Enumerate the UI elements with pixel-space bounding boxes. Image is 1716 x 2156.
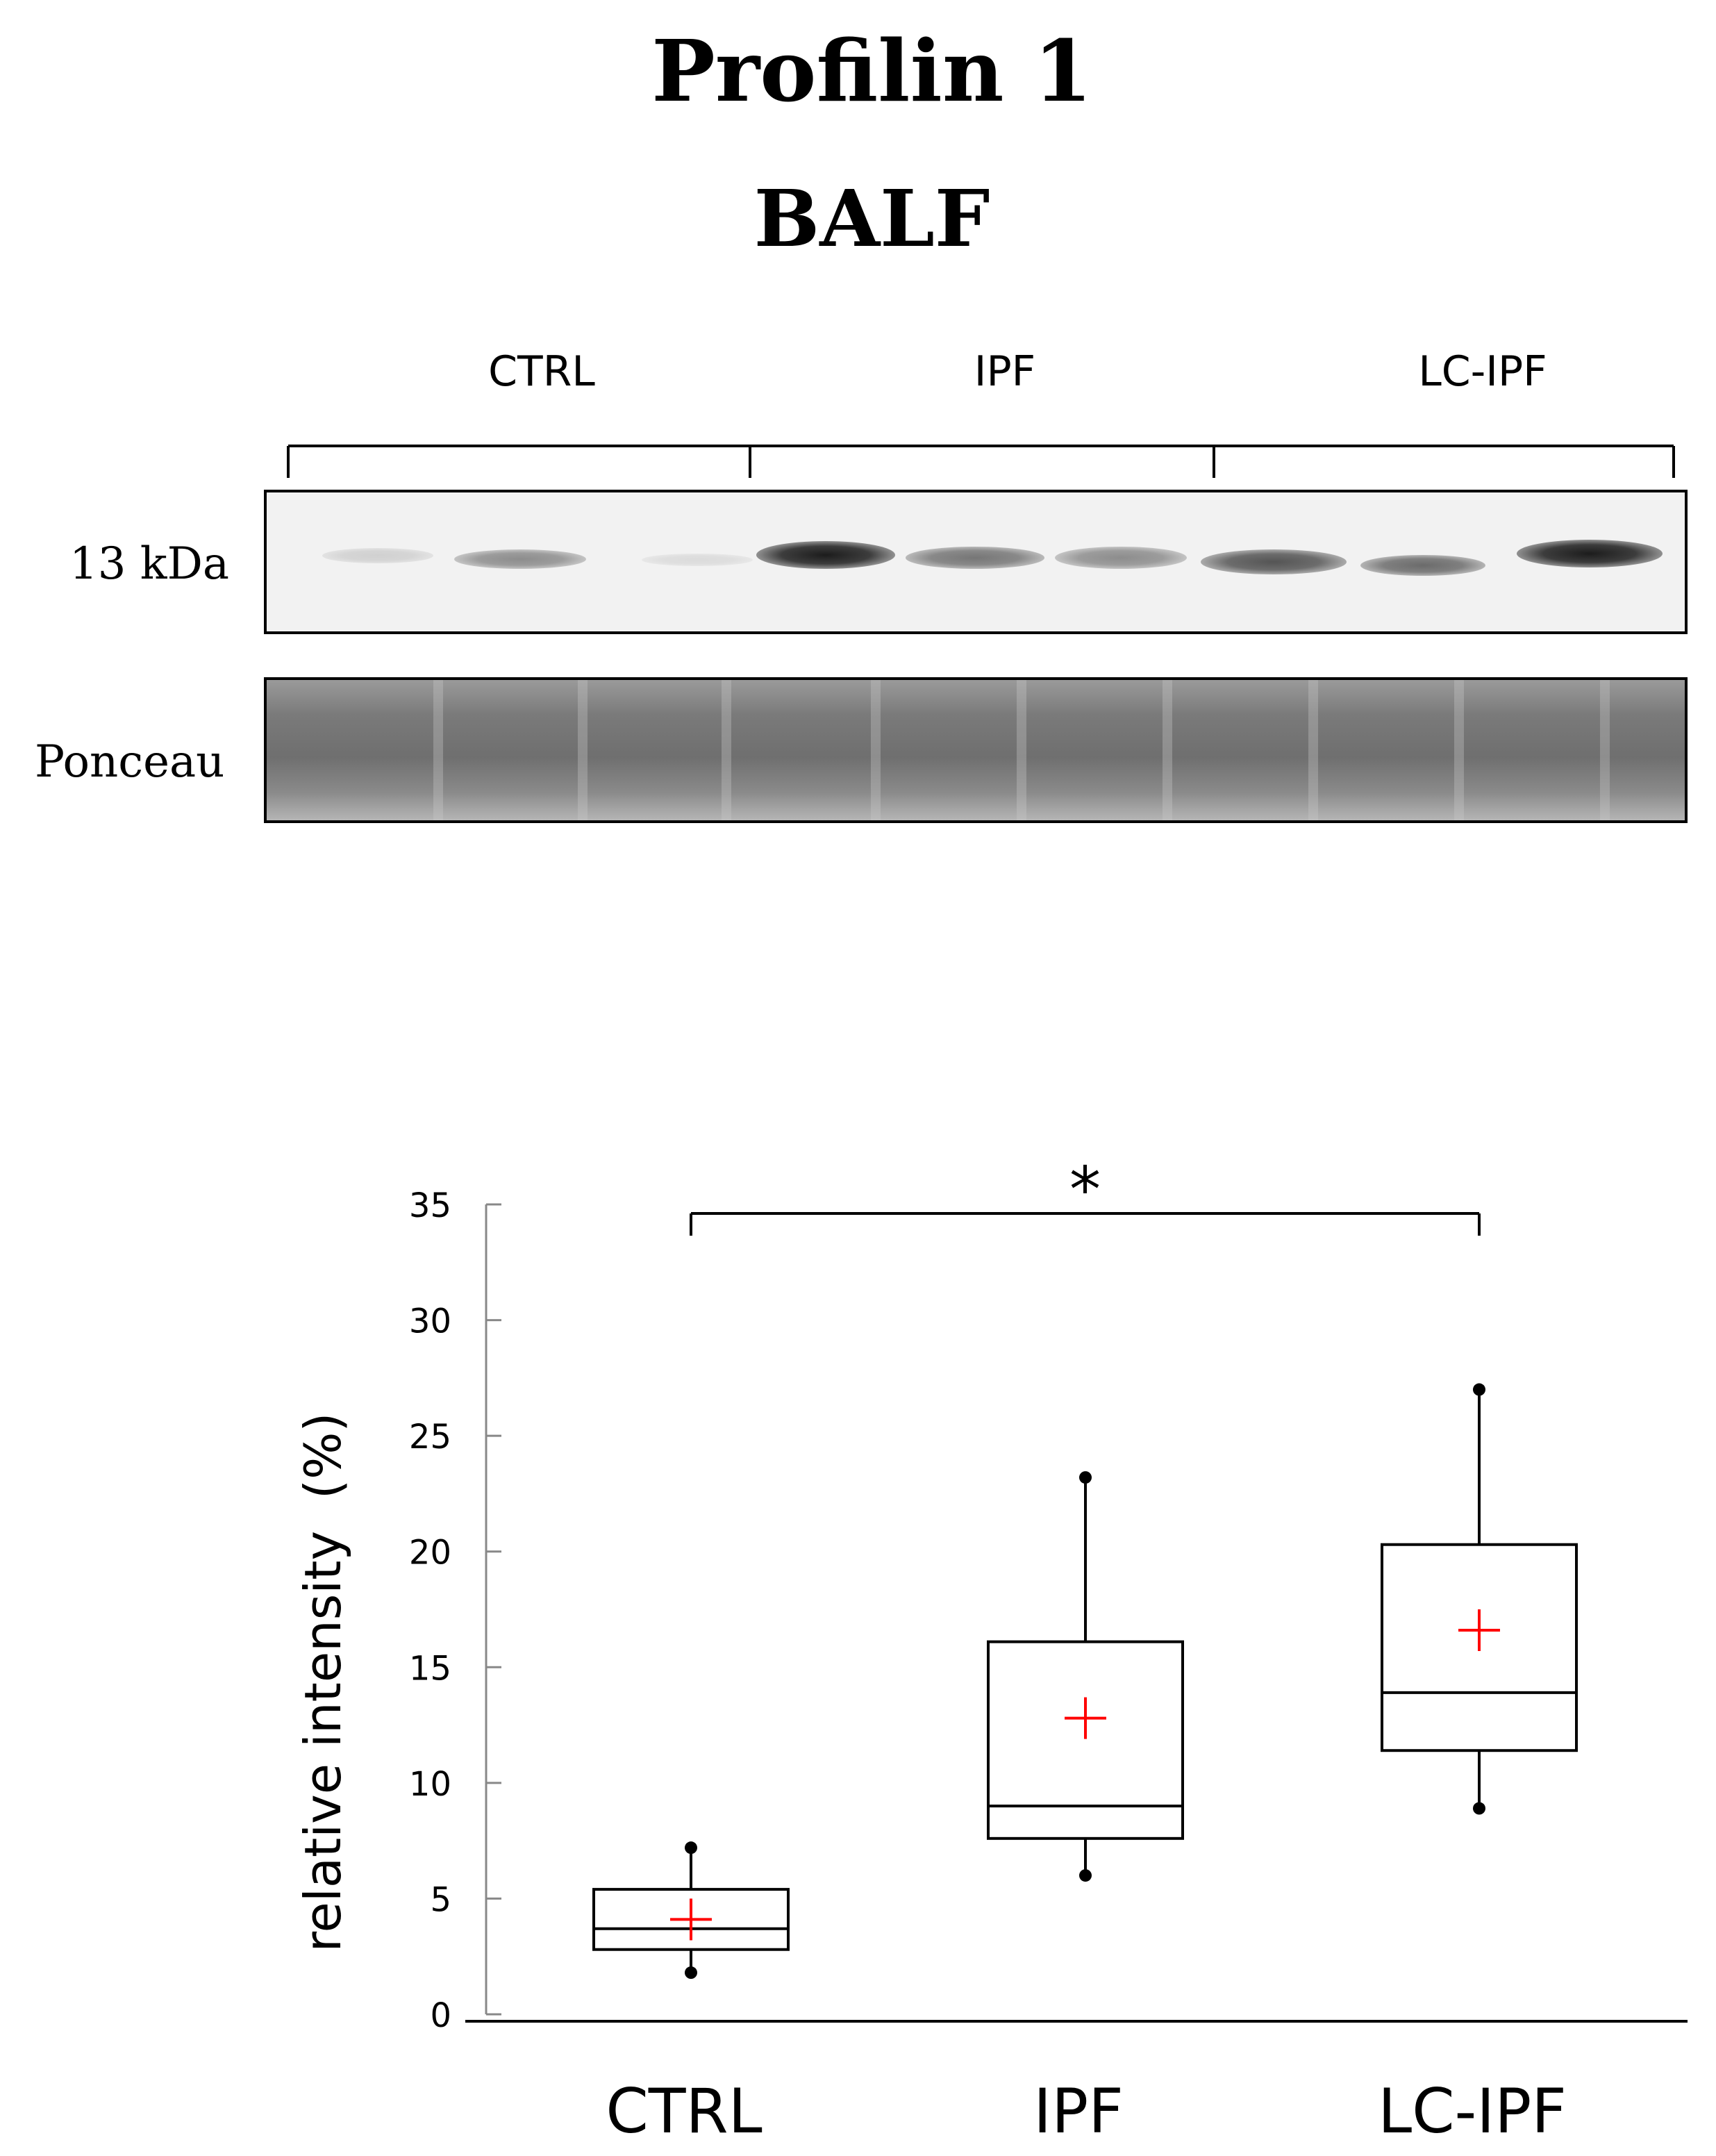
- ponceau-lane-gap: [578, 680, 588, 820]
- ponceau-label: Ponceau: [35, 736, 225, 788]
- box-iqr: [1381, 1543, 1578, 1752]
- blot-band: [642, 554, 753, 566]
- max-marker: [1473, 1383, 1485, 1396]
- y-tick-label: 30: [409, 1302, 451, 1341]
- ponceau-lane-gap: [1600, 680, 1610, 820]
- y-tick-label: 5: [430, 1880, 451, 1919]
- figure-subtitle: BALF: [753, 174, 990, 265]
- blot-band: [1201, 549, 1347, 574]
- min-marker: [1079, 1869, 1092, 1882]
- blot-group-label-lc-ipf: LC-IPF: [1418, 347, 1547, 396]
- x-category-label: LC-IPF: [1378, 2075, 1567, 2147]
- western-blot-image: [264, 490, 1688, 634]
- group-brackets: [287, 445, 1675, 478]
- ponceau-lane-gap: [1454, 680, 1464, 820]
- ponceau-lane-gap: [722, 680, 731, 820]
- figure-title: Profilin 1: [651, 21, 1092, 121]
- ponceau-lane-gap: [1017, 680, 1026, 820]
- blot-band: [1517, 540, 1663, 567]
- max-marker: [685, 1841, 697, 1855]
- y-tick-label: 25: [409, 1418, 451, 1457]
- x-category-label: CTRL: [606, 2075, 762, 2147]
- y-tick-label: 15: [409, 1649, 451, 1688]
- y-axis-label: relative intensity (%): [294, 1413, 352, 1952]
- blot-band: [322, 548, 433, 563]
- y-tick-label: 0: [430, 1996, 451, 2035]
- blot-band: [906, 547, 1044, 569]
- ponceau-lane-gap: [871, 680, 881, 820]
- y-tick-label: 10: [409, 1765, 451, 1804]
- min-marker: [685, 1966, 697, 1980]
- y-tick-label: 20: [409, 1534, 451, 1573]
- ponceau-lane-gap: [1163, 680, 1172, 820]
- blot-band: [1055, 547, 1187, 569]
- ponceau-lane-gap: [1308, 680, 1318, 820]
- ponceau-lane-gap: [433, 680, 443, 820]
- x-category-label: IPF: [1033, 2075, 1124, 2147]
- blot-band: [454, 549, 586, 569]
- max-marker: [1079, 1471, 1092, 1484]
- y-tick-label: 35: [409, 1186, 451, 1225]
- blot-group-label-ctrl: CTRL: [488, 347, 595, 396]
- significance-star: *: [1069, 1154, 1101, 1227]
- box-iqr: [987, 1640, 1184, 1840]
- min-marker: [1473, 1802, 1485, 1815]
- blot-band: [756, 541, 895, 569]
- blot-marker-label: 13 kDa: [69, 538, 230, 590]
- box-plot-chart: * relative intensity (%) 0 5 10 15 20 25 30 35 C…: [294, 1154, 1688, 2147]
- ponceau-stain-image: [264, 677, 1688, 823]
- blot-band: [1360, 555, 1485, 576]
- box-iqr: [592, 1888, 790, 1951]
- blot-group-label-ipf: IPF: [974, 347, 1036, 396]
